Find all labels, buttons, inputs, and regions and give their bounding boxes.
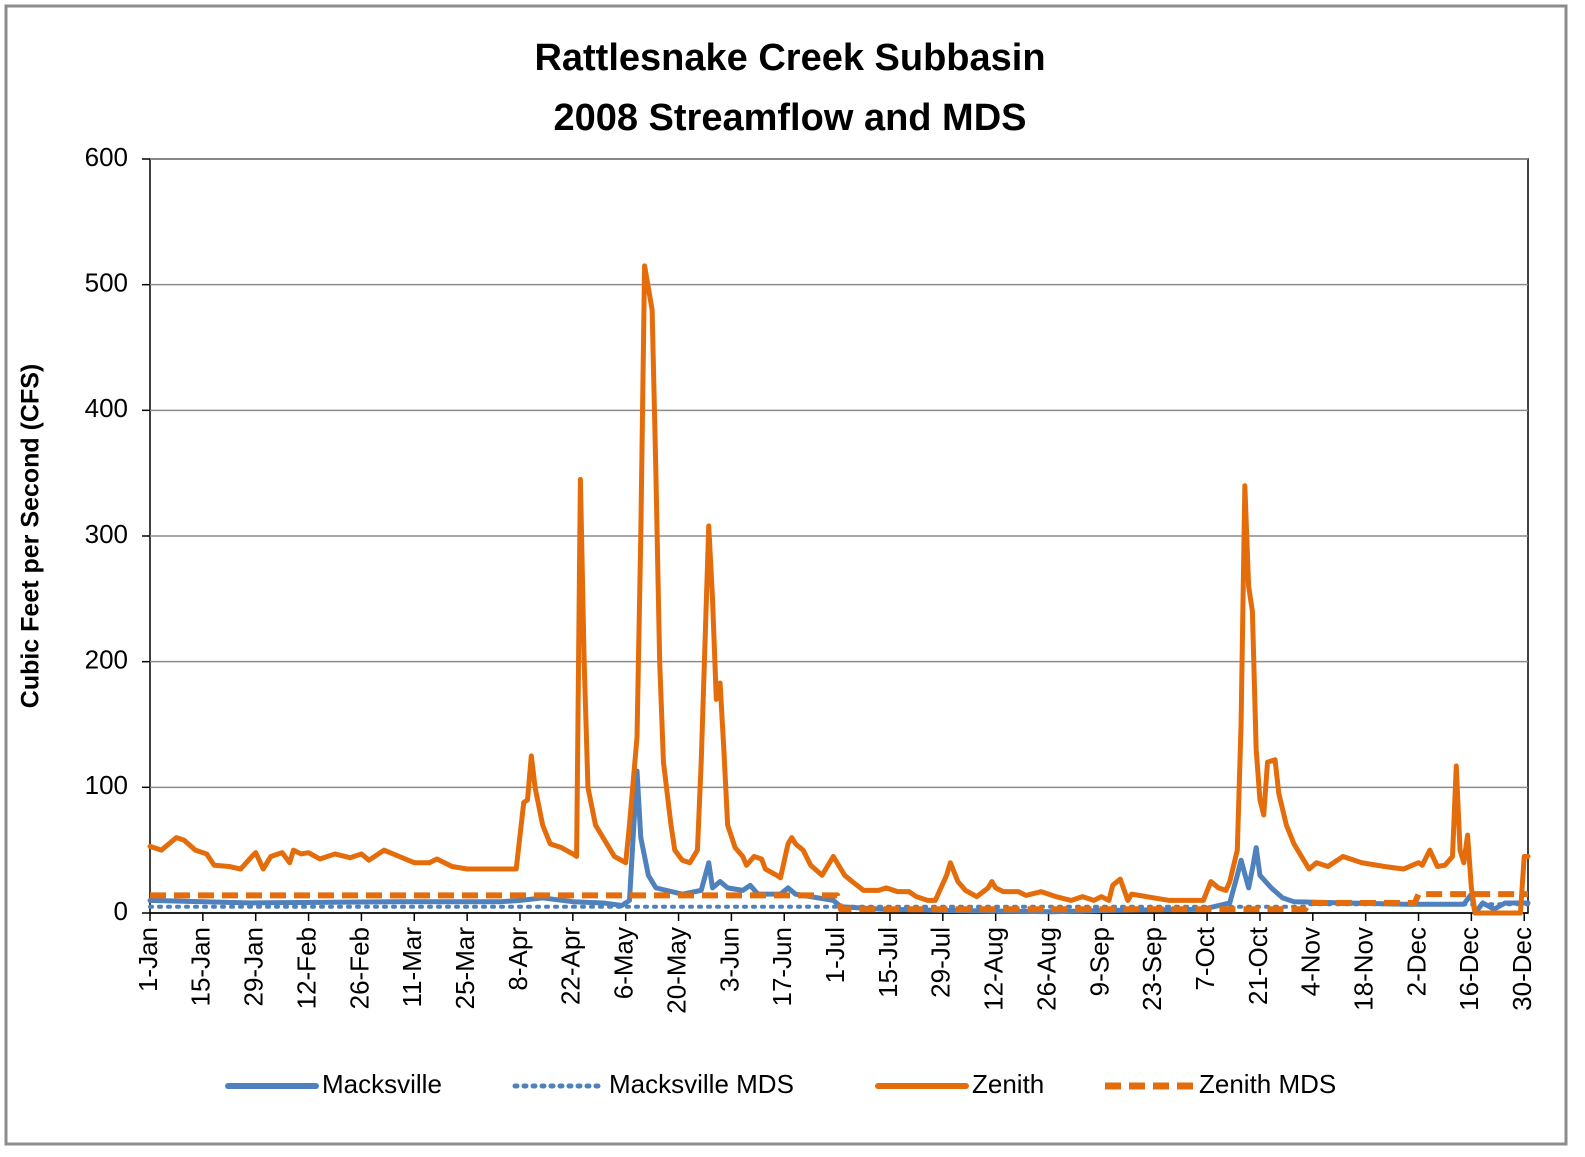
legend-label: Zenith xyxy=(972,1069,1044,1099)
x-tick-label: 1-Jan xyxy=(133,927,163,992)
x-tick-label: 7-Oct xyxy=(1190,926,1220,990)
x-tick-label: 20-May xyxy=(661,927,691,1014)
x-tick-label: 26-Feb xyxy=(344,927,374,1009)
legend-label: Macksville MDS xyxy=(609,1069,794,1099)
legend-label: Zenith MDS xyxy=(1199,1069,1336,1099)
legend-label: Macksville xyxy=(322,1069,442,1099)
y-tick-label: 600 xyxy=(85,142,128,172)
x-tick-label: 15-Jan xyxy=(186,927,216,1007)
x-tick-label: 12-Feb xyxy=(291,927,321,1009)
series-line xyxy=(147,263,1531,916)
series-line xyxy=(147,768,1531,916)
y-tick-label: 200 xyxy=(85,645,128,675)
x-tick-label: 16-Dec xyxy=(1454,927,1484,1011)
x-tick-label: 15-Jul xyxy=(873,927,903,998)
x-tick-label: 8-Apr xyxy=(503,927,533,991)
x-tick-label: 18-Nov xyxy=(1349,927,1379,1011)
chart-title: Rattlesnake Creek Subbasin xyxy=(534,37,1045,79)
x-tick-label: 30-Dec xyxy=(1507,927,1537,1011)
x-tick-label: 22-Apr xyxy=(556,927,586,1005)
x-tick-label: 25-Mar xyxy=(450,927,480,1010)
x-tick-label: 26-Aug xyxy=(1031,927,1061,1011)
x-tick-label: 21-Oct xyxy=(1243,926,1273,1005)
series-line xyxy=(148,902,1530,909)
x-tick-label: 1-Jul xyxy=(820,927,850,983)
x-tick-label: 29-Jul xyxy=(926,927,956,998)
y-tick-label: 500 xyxy=(85,268,128,298)
x-tick-label: 3-Jun xyxy=(714,927,744,992)
series-line xyxy=(150,891,1528,913)
x-tick-label: 29-Jan xyxy=(239,927,269,1007)
x-tick-label: 17-Jun xyxy=(767,927,797,1007)
y-axis-label: Cubic Feet per Second (CFS) xyxy=(17,364,45,708)
x-tick-label: 9-Sep xyxy=(1084,927,1114,996)
x-tick-label: 12-Aug xyxy=(979,927,1009,1011)
y-tick-label: 300 xyxy=(85,519,128,549)
x-tick-label: 6-May xyxy=(609,927,639,999)
x-tick-label: 2-Dec xyxy=(1401,927,1431,996)
y-tick-label: 400 xyxy=(85,393,128,423)
x-tick-label: 23-Sep xyxy=(1137,927,1167,1011)
chart-title: 2008 Streamflow and MDS xyxy=(553,97,1026,139)
x-tick-label: 11-Mar xyxy=(397,927,427,1008)
y-tick-label: 0 xyxy=(114,896,128,926)
y-tick-label: 100 xyxy=(85,770,128,800)
x-tick-label: 4-Nov xyxy=(1296,927,1326,996)
